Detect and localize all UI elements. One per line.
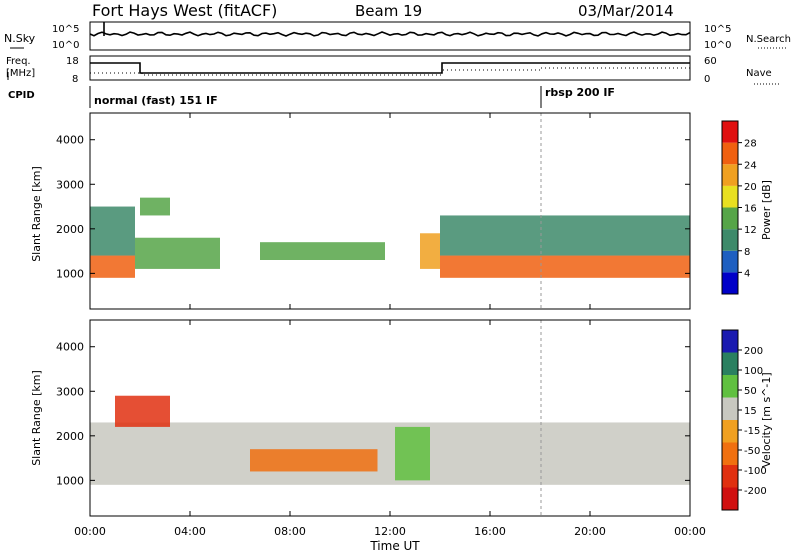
colorbar-segment xyxy=(722,375,738,398)
y-tick-label: 1000 xyxy=(56,474,84,487)
data-block xyxy=(90,206,135,256)
data-block xyxy=(440,255,690,278)
cpid-mode-1: normal (fast) 151 IF xyxy=(94,94,218,107)
exp-hi-left: 10^5 xyxy=(52,24,79,35)
colorbar-tick-label: 15 xyxy=(744,406,757,417)
colorbar-tick-label: -200 xyxy=(744,486,767,497)
y-tick-label: 1000 xyxy=(56,267,84,280)
noise-strip: N.Sky 10^5 10^0 10^5 10^0 N.Search xyxy=(4,21,791,51)
x-tick-label: 08:00 xyxy=(274,525,306,538)
radar-title: Fort Hays West (fitACF) xyxy=(92,1,277,20)
data-block xyxy=(135,237,220,269)
beam-label: Beam 19 xyxy=(355,2,422,20)
freq-tick-lo: 8 xyxy=(72,74,78,85)
data-block xyxy=(140,197,170,216)
data-block xyxy=(90,255,135,278)
x-tick-label: 00:00 xyxy=(74,525,106,538)
y-tick-label: 4000 xyxy=(56,341,84,354)
colorbar-segment xyxy=(722,330,738,353)
colorbar-tick-label: -100 xyxy=(744,466,767,477)
colorbar-tick-label: 8 xyxy=(744,247,750,258)
nsearch-label: N.Search xyxy=(746,34,791,45)
colorbar-segment xyxy=(722,397,738,420)
y-tick-label: 2000 xyxy=(56,223,84,236)
colorbar-tick-label: 4 xyxy=(744,268,750,279)
date-label: 03/Mar/2014 xyxy=(578,2,674,20)
data-block xyxy=(440,215,690,256)
x-axis: 00:00 04:00 08:00 12:00 16:00 20:00 00:00 xyxy=(74,113,706,538)
frequency-strip: Freq. [MHz] 18 8 60 0 Nave xyxy=(6,55,780,85)
colorbar-segment xyxy=(722,352,738,375)
nave-tick-hi: 60 xyxy=(704,56,717,67)
exp-lo-right: 10^0 xyxy=(704,40,731,51)
nsky-label: N.Sky xyxy=(4,32,36,45)
x-tick-label: 00:00 xyxy=(674,525,706,538)
data-block xyxy=(115,395,170,427)
freq-label-unit: [MHz] xyxy=(6,68,35,79)
colorbar-segment xyxy=(722,142,738,165)
colorbar-segment xyxy=(722,442,738,465)
velocity-colorbar: -200 -100 -50 -15 15 50 100 200 Velocity [m s^-… xyxy=(721,329,773,511)
power-ylabel: Slant Range [km] xyxy=(30,166,43,262)
y-tick-label: 3000 xyxy=(56,178,84,191)
x-tick-label: 16:00 xyxy=(474,525,506,538)
power-colorbar: 4 8 12 16 20 24 28 Power [dB] xyxy=(721,120,773,295)
x-tick-label: 20:00 xyxy=(574,525,606,538)
data-block xyxy=(420,233,440,269)
data-block xyxy=(90,422,690,485)
colorbar-segment xyxy=(722,164,738,186)
colorbar-tick-label: 50 xyxy=(744,386,757,397)
power-panel: 1000 2000 3000 4000 Slant Range [km] xyxy=(30,112,691,310)
x-tick-label: 04:00 xyxy=(174,525,206,538)
freq-tick-hi: 18 xyxy=(66,56,79,67)
y-tick-label: 4000 xyxy=(56,134,84,147)
x-axis-label: Time UT xyxy=(369,539,420,553)
velocity-panel: 1000 2000 3000 4000 Slant Range [km] xyxy=(30,319,691,517)
cpid-label: CPID xyxy=(8,90,35,101)
colorbar-segment xyxy=(722,207,738,230)
colorbar-segment xyxy=(722,229,738,251)
colorbar-segment xyxy=(722,250,738,273)
colorbar-segment xyxy=(722,420,738,443)
colorbar-tick-label: 100 xyxy=(744,366,763,377)
nave-label: Nave xyxy=(746,68,772,79)
velocity-bar-label: Velocity [m s^-1] xyxy=(760,372,773,467)
colorbar-tick-label: -50 xyxy=(744,446,760,457)
power-bar-label: Power [dB] xyxy=(760,180,773,240)
colorbar-segment xyxy=(722,465,738,488)
cpid-strip: CPID normal (fast) 151 IF rbsp 200 IF xyxy=(8,86,615,108)
freq-label-top: Freq. xyxy=(6,56,31,67)
colorbar-segment xyxy=(722,272,738,294)
colorbar-tick-label: 24 xyxy=(744,160,757,171)
data-block xyxy=(395,426,430,481)
x-tick-label: 12:00 xyxy=(374,525,406,538)
data-block xyxy=(260,242,385,260)
colorbar-tick-label: 20 xyxy=(744,182,757,193)
exp-hi-right: 10^5 xyxy=(704,24,731,35)
colorbar-tick-label: 200 xyxy=(744,346,763,357)
colorbar-tick-label: -15 xyxy=(744,426,760,437)
colorbar-segment xyxy=(722,185,738,208)
nave-tick-lo: 0 xyxy=(704,74,710,85)
velocity-ylabel: Slant Range [km] xyxy=(30,370,43,466)
exp-lo-left: 10^0 xyxy=(52,40,79,51)
cpid-mode-2: rbsp 200 IF xyxy=(545,86,615,99)
y-tick-label: 3000 xyxy=(56,385,84,398)
colorbar-segment xyxy=(722,121,738,143)
colorbar-tick-label: 12 xyxy=(744,225,757,236)
colorbar-segment xyxy=(722,487,738,510)
data-block xyxy=(250,449,378,472)
colorbar-tick-label: 28 xyxy=(744,139,757,150)
y-tick-label: 2000 xyxy=(56,430,84,443)
colorbar-tick-label: 16 xyxy=(744,204,757,215)
